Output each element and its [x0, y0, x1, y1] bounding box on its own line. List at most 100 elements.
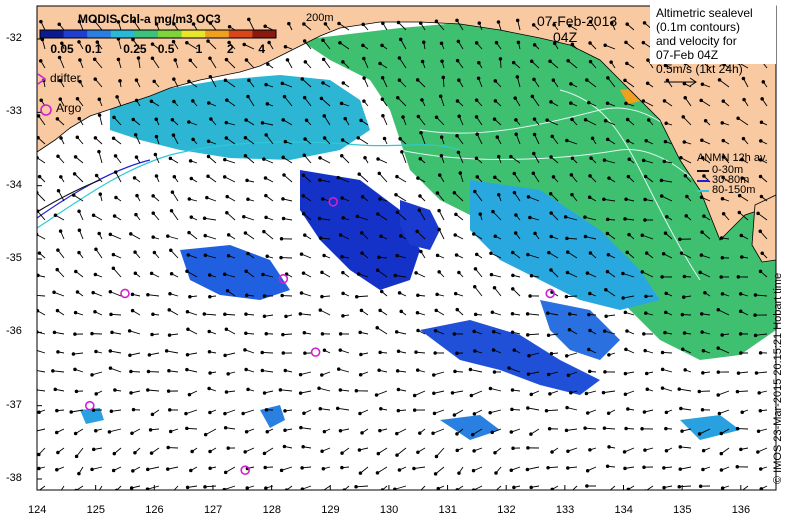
x-tick-label: 126	[145, 504, 164, 516]
velocity-arrow-head	[359, 352, 363, 357]
velocity-arrow	[300, 371, 312, 376]
chl-patch-speck-2	[440, 415, 500, 440]
velocity-arrow	[515, 134, 521, 145]
y-tick-label: -37	[6, 398, 22, 411]
velocity-arrow-head	[758, 174, 763, 179]
velocity-arrow-head	[457, 114, 461, 118]
velocity-arrow-head	[511, 60, 516, 65]
velocity-arrow-head	[547, 427, 552, 431]
velocity-arrow-head	[452, 413, 457, 417]
velocity-arrow	[243, 216, 255, 221]
x-tick-label: 131	[438, 504, 457, 516]
velocity-arrow-head	[279, 468, 284, 473]
velocity-arrow-head	[185, 426, 189, 431]
velocity-arrow	[95, 248, 103, 259]
velocity-arrow-head	[455, 448, 459, 453]
velocity-arrow	[209, 76, 217, 88]
velocity-arrow-head	[700, 230, 704, 234]
velocity-arrow-head	[455, 351, 459, 356]
velocity-arrow-head	[663, 330, 667, 335]
velocity-arrow-head	[563, 215, 568, 219]
velocity-arrow-head	[78, 79, 82, 84]
velocity-arrow-head	[298, 312, 303, 316]
velocity-arrow-head	[396, 20, 401, 25]
velocity-arrow-head	[607, 353, 611, 357]
velocity-arrow-head	[304, 118, 309, 123]
y-tick-label: -35	[6, 252, 22, 264]
velocity-arrow	[420, 485, 426, 490]
velocity-arrow-head	[604, 287, 608, 292]
velocity-arrow	[284, 96, 293, 107]
velocity-arrow-head	[398, 136, 402, 141]
velocity-arrow-head	[697, 389, 702, 394]
velocity-arrow-head	[264, 486, 268, 490]
velocity-arrow	[204, 313, 217, 316]
velocity-arrow-head	[565, 250, 570, 254]
velocity-arrow-head	[758, 269, 763, 274]
velocity-arrow-head	[321, 57, 326, 62]
x-tick-label: 127	[203, 504, 223, 516]
velocity-arrow-head	[57, 55, 62, 60]
velocity-arrow	[133, 20, 141, 31]
velocity-arrow	[166, 350, 179, 354]
velocity-arrow-head	[134, 78, 139, 82]
velocity-arrow	[474, 286, 483, 297]
velocity-arrow-head	[641, 99, 646, 103]
chl-patch-dark-blue-2	[400, 200, 440, 250]
velocity-arrow-head	[605, 269, 610, 274]
chl-patch-blue-south	[420, 320, 600, 395]
velocity-arrow-head	[546, 311, 550, 315]
velocity-arrow-head	[322, 429, 327, 434]
velocity-arrow-head	[71, 352, 76, 356]
velocity-arrow-head	[223, 411, 227, 416]
velocity-arrow-head	[279, 255, 283, 260]
velocity-arrow-head	[528, 215, 532, 220]
velocity-arrow-head	[74, 454, 79, 459]
velocity-arrow-head	[340, 451, 344, 455]
anmn-tracks	[37, 141, 461, 229]
velocity-arrow-head	[52, 330, 57, 335]
velocity-arrow-head	[756, 450, 760, 454]
velocity-arrow-head	[602, 426, 607, 430]
velocity-arrow	[680, 466, 692, 470]
velocity-arrow-head	[191, 137, 195, 142]
velocity-arrow-head	[531, 171, 536, 176]
velocity-arrow-head	[415, 368, 420, 372]
velocity-arrow-head	[362, 56, 366, 61]
velocity-arrow-head	[588, 59, 593, 64]
velocity-arrow-head	[340, 254, 344, 259]
velocity-arrow-head	[473, 349, 477, 353]
velocity-arrow-head	[172, 22, 176, 26]
velocity-arrow-head	[682, 140, 687, 144]
velocity-arrow-head	[361, 43, 365, 48]
colorbar-swatch	[181, 30, 206, 38]
velocity-arrow	[319, 157, 331, 164]
velocity-arrow-head	[716, 346, 720, 350]
velocity-arrow	[586, 79, 597, 88]
velocity-arrow-head	[394, 193, 398, 197]
velocity-arrow-head	[603, 119, 608, 123]
velocity-arrow-head	[432, 411, 437, 416]
velocity-arrow	[319, 218, 331, 221]
velocity-arrow-head	[151, 235, 155, 239]
velocity-arrow-head	[588, 448, 592, 452]
velocity-arrow-head	[625, 250, 630, 255]
velocity-arrow-head	[701, 371, 705, 375]
velocity-arrow-head	[188, 58, 193, 63]
velocity-arrow-head	[545, 118, 549, 122]
velocity-arrow-head	[439, 154, 444, 158]
drifter-legend-label: drifter	[50, 71, 81, 85]
velocity-arrow	[533, 153, 540, 164]
velocity-arrow-head	[565, 236, 569, 241]
velocity-arrow	[186, 42, 198, 50]
velocity-arrow-head	[604, 314, 608, 318]
velocity-arrow	[681, 252, 692, 259]
velocity-arrow-head	[606, 76, 610, 80]
velocity-arrow-head	[93, 272, 98, 277]
velocity-arrow-head	[153, 152, 158, 157]
velocity-arrow	[224, 159, 236, 164]
velocity-arrow-head	[546, 333, 551, 338]
velocity-arrow-head	[111, 266, 116, 271]
velocity-arrow-head	[753, 333, 758, 338]
velocity-arrow	[320, 309, 331, 316]
